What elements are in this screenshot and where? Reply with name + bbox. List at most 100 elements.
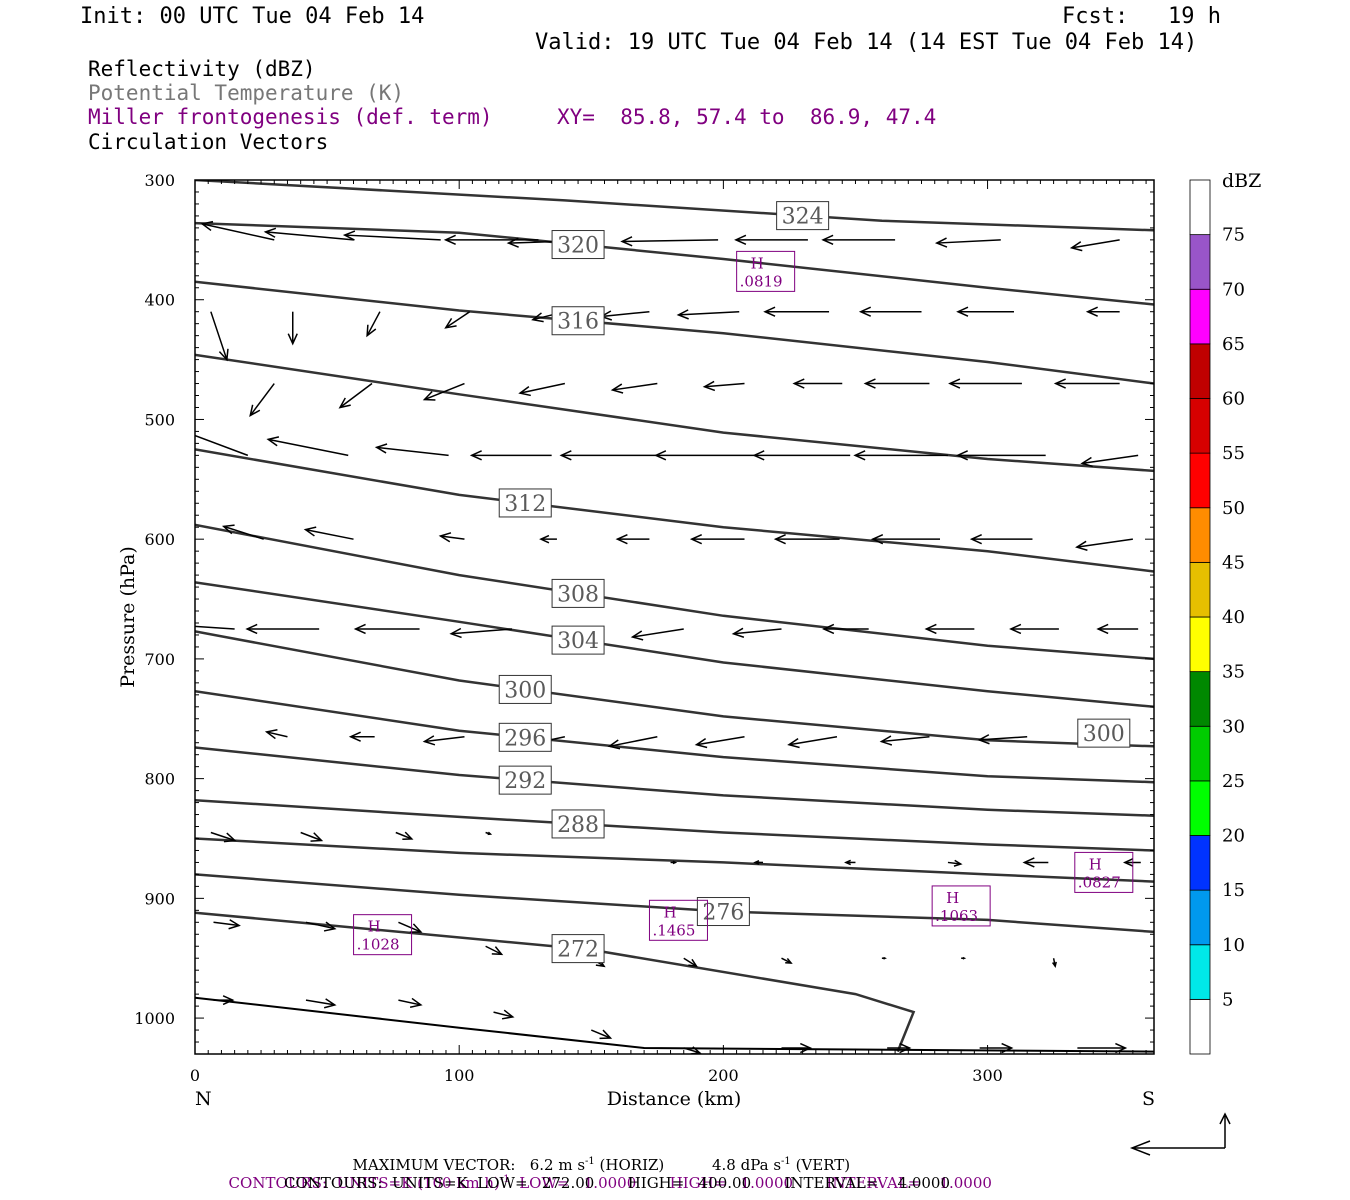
theta-contour-304 — [195, 581, 1154, 709]
y-tick-label: 400 — [144, 291, 175, 310]
circulation-vector — [702, 380, 745, 392]
y-tick-label: 600 — [144, 530, 175, 549]
colorbar-tick-label: 25 — [1222, 771, 1245, 792]
vector-shaft — [1076, 538, 1133, 548]
vector-shaft — [678, 310, 740, 316]
theta-contour-324 — [195, 180, 1154, 232]
vector-head — [870, 533, 884, 545]
theta-label-box — [776, 201, 830, 231]
circulation-vector — [305, 998, 337, 1009]
circulation-vector — [620, 236, 719, 247]
vector-shaft — [493, 1011, 513, 1018]
x-tick-label: 100 — [444, 1066, 475, 1085]
circulation-vector — [493, 1009, 515, 1020]
vector-head — [822, 623, 835, 635]
valid-time: Valid: 19 UTC Tue 04 Feb 14 (14 EST Tue … — [535, 30, 1198, 55]
vector-shaft — [601, 310, 650, 318]
colorbar-tick-label: 75 — [1222, 225, 1245, 246]
vector-head — [310, 832, 324, 842]
circulation-vector — [792, 378, 843, 389]
theta-contour-272 — [195, 911, 916, 1053]
max-box — [736, 250, 796, 292]
circulation-vector — [1080, 454, 1139, 468]
y-tick-label: 500 — [144, 410, 175, 429]
frontogenesis-max: H.1028 — [353, 914, 413, 956]
vector-head — [506, 237, 519, 248]
circulation-vector — [683, 957, 699, 968]
vector-shaft — [612, 382, 658, 391]
theta-label-text: 292 — [504, 769, 546, 794]
vector-head — [689, 533, 703, 545]
circulation-vector — [221, 524, 264, 540]
vector-head — [402, 831, 414, 841]
max-box — [648, 899, 708, 941]
vector-head — [184, 431, 195, 439]
reference-vector — [1129, 1112, 1231, 1156]
vector-shaft — [305, 921, 335, 930]
vector-head — [287, 333, 298, 346]
vector-head — [977, 734, 990, 745]
max-value: .0827 — [1078, 873, 1121, 891]
vector-head — [792, 378, 805, 389]
south-label: S — [1142, 1088, 1155, 1110]
circulation-vector — [300, 831, 324, 842]
vector-head — [245, 623, 258, 635]
theta-contour-292 — [195, 746, 1154, 817]
vector-shaft — [424, 382, 465, 401]
colorbar-tick-label: 65 — [1222, 334, 1245, 355]
vector-shaft — [195, 434, 249, 457]
vector-head — [374, 443, 388, 454]
max-value: .0819 — [740, 272, 783, 290]
vector-head — [731, 627, 745, 638]
colorbar-tick-label: 10 — [1222, 935, 1245, 956]
vector-head — [785, 957, 793, 964]
theta-label-text: 308 — [557, 582, 599, 607]
max-box — [1074, 851, 1134, 893]
vector-head — [763, 306, 776, 317]
circulation-vector — [822, 623, 869, 635]
vector-head — [1051, 961, 1057, 969]
vector-shaft — [881, 735, 930, 743]
theta-label-292: 292 — [498, 765, 552, 795]
circulation-vector — [731, 627, 782, 638]
vector-shaft — [1071, 239, 1120, 249]
colorbar-segment — [1189, 398, 1211, 454]
max-value: .1063 — [935, 907, 978, 925]
circulation-vector — [694, 735, 745, 749]
vector-head — [863, 378, 876, 389]
vector-shaft — [268, 438, 349, 457]
circulation-vector — [264, 729, 288, 740]
circulation-vector — [853, 450, 948, 461]
forecast-hour: Fcst: 19 h — [1062, 4, 1221, 29]
vector-head — [1115, 1042, 1128, 1054]
field-theta: Potential Temperature (K) — [88, 81, 405, 105]
circulation-vector — [485, 831, 493, 836]
vector-shaft — [445, 311, 471, 329]
vector-head — [734, 234, 747, 246]
vector-head — [883, 956, 887, 960]
x-tick-label: 200 — [708, 1066, 739, 1085]
max-value: .1028 — [357, 936, 400, 954]
theta-contour-line-3 — [195, 353, 1154, 473]
theta-label-box — [498, 674, 552, 704]
colorbar-tick-label: 15 — [1222, 880, 1245, 901]
theta-contour-308 — [195, 523, 1154, 661]
max-label: H — [368, 918, 381, 936]
vector-head — [518, 386, 531, 397]
max-vector-vert-exp: -1 — [781, 1156, 791, 1167]
theta-label-box — [551, 809, 605, 839]
circulation-vector — [1022, 857, 1049, 868]
vector-head — [879, 735, 893, 746]
vector-head — [853, 450, 866, 461]
circulation-vector — [245, 623, 320, 635]
circulation-vector — [348, 731, 375, 742]
vector-head — [1001, 1042, 1014, 1054]
circulation-vector — [366, 311, 381, 338]
vector-head — [1085, 306, 1098, 317]
vector-head — [223, 832, 237, 843]
vector-head — [409, 997, 423, 1008]
circulation-vector — [353, 623, 420, 635]
vector-head — [610, 383, 624, 394]
vector-head — [323, 921, 337, 932]
theta-label-box — [551, 934, 605, 964]
